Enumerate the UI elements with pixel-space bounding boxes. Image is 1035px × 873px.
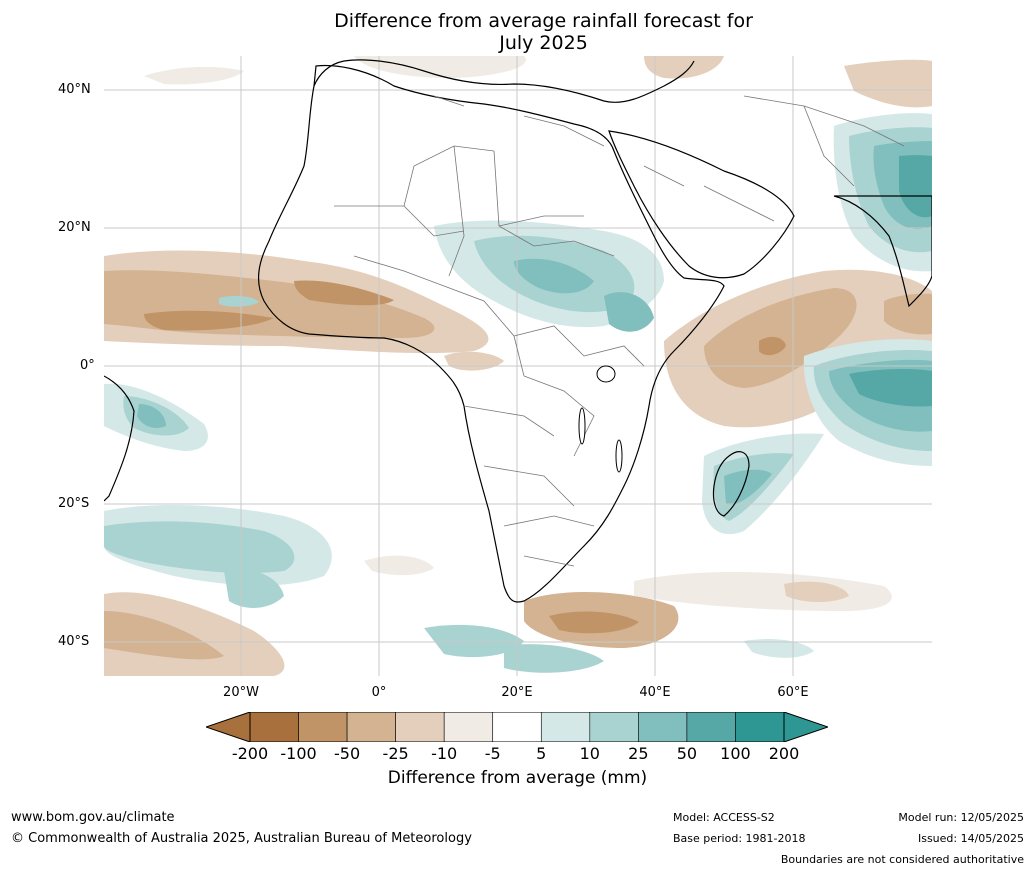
lakes	[578, 365, 623, 473]
disclaimer-text: Boundaries are not considered authoritat…	[780, 853, 1024, 866]
colorbar-extend-low	[206, 712, 251, 742]
map-svg	[104, 56, 932, 676]
dry-central-asia	[844, 59, 932, 108]
wet-madagascar-core	[724, 469, 772, 505]
colorbar-tick-label: 200	[768, 744, 800, 763]
wet-south-atlantic-east	[224, 569, 284, 608]
wet-arabian-sea-deep	[899, 155, 932, 218]
wet-ethiopia-core	[604, 292, 654, 332]
copyright-text: © Commonwealth of Australia 2025, Austra…	[11, 831, 472, 846]
country-borders	[334, 95, 905, 567]
colorbar-segment	[686, 712, 736, 742]
africa-coastline	[258, 64, 725, 603]
wet-cape-verde	[219, 295, 259, 307]
dry-central-africa	[444, 351, 504, 371]
colorbar-tick-label: -100	[280, 744, 317, 763]
lon-label-20w: 20°W	[223, 685, 259, 700]
wet-gulf-guinea-west-core	[137, 404, 166, 428]
lon-label-40e: 40°E	[639, 685, 671, 700]
dry-anomaly-regions	[104, 56, 932, 676]
colorbar-tick-label: 10	[579, 744, 600, 763]
lake-victoria	[596, 365, 616, 383]
colorbar-tick-label: -200	[231, 744, 269, 763]
model-run-text: Model run: 12/05/2025	[898, 811, 1024, 824]
colorbar-tick-label: -5	[484, 744, 501, 763]
dry-south-indian-patch	[784, 581, 849, 602]
wet-southern-africa-sea	[424, 624, 524, 658]
colorbar-tick-label: -10	[431, 744, 458, 763]
lon-label-0: 0°	[371, 685, 387, 700]
lon-label-60e: 60°E	[777, 685, 809, 700]
lat-label-20s: 20°S	[58, 496, 90, 511]
wet-equatorial-indian-deep	[849, 369, 932, 407]
dry-indian-ocean-north-mid	[704, 288, 857, 388]
coastlines	[104, 59, 932, 603]
graticule	[104, 56, 932, 676]
colorbar-segment	[492, 712, 542, 742]
dry-core-guinea	[294, 280, 394, 306]
europe-coastline	[313, 59, 695, 103]
lake-tanganyika	[578, 407, 586, 445]
colorbar-segment	[249, 712, 299, 742]
colorbar-segment	[735, 712, 785, 742]
model-text: Model: ACCESS-S2	[673, 811, 775, 824]
colorbar-segment	[589, 712, 639, 742]
colorbar-tick-label: 100	[720, 744, 751, 763]
colorbar-tick-label: -25	[382, 744, 409, 763]
map-title: Difference from average rainfall forecas…	[0, 10, 1035, 54]
lat-label-equator: 0°	[80, 358, 95, 373]
south-america-coastline	[104, 375, 135, 502]
lat-label-40n: 40°N	[58, 82, 91, 97]
dry-mediterranean	[354, 56, 526, 78]
colorbar-segment	[638, 712, 688, 742]
colorbar	[206, 712, 828, 742]
dry-south-africa-sea-core	[549, 611, 639, 634]
colorbar-segments	[249, 712, 785, 742]
dry-arabian-sea-east	[884, 293, 932, 335]
colorbar-label: Difference from average (mm)	[387, 768, 648, 788]
title-line-2: July 2025	[499, 32, 588, 54]
dry-south-indian	[634, 571, 892, 611]
colorbar-tick-label: 25	[628, 744, 649, 763]
colorbar-segment	[298, 712, 348, 742]
website-link[interactable]: www.bom.gov.au/climate	[11, 810, 175, 825]
dry-south-atlantic	[104, 592, 285, 676]
dry-south-atlantic-scatter	[364, 555, 434, 576]
issued-text: Issued: 14/05/2025	[917, 832, 1024, 845]
colorbar-segment	[395, 712, 445, 742]
dry-indian-ocean-core	[759, 336, 786, 356]
colorbar-segment	[443, 712, 494, 742]
colorbar-tick-label: 5	[536, 744, 547, 763]
arabia-coastline	[608, 130, 795, 279]
wet-sahel-east-core	[514, 258, 594, 294]
dry-europe-east	[644, 56, 724, 79]
base-period-text: Base period: 1981-2018	[673, 832, 806, 845]
lake-malawi	[615, 439, 623, 473]
rainfall-anomaly-map	[104, 56, 932, 676]
lat-label-40s: 40°S	[58, 634, 90, 649]
title-line-1: Difference from average rainfall forecas…	[334, 10, 753, 32]
wet-anomaly-regions	[104, 113, 932, 673]
india-coastline	[833, 195, 932, 308]
wet-south-atlantic-mid	[104, 521, 295, 574]
colorbar-tick-label: -50	[334, 744, 361, 763]
colorbar-segment	[540, 712, 591, 742]
dry-south-atlantic-mid	[104, 611, 224, 660]
lat-label-20n: 20°N	[58, 220, 91, 235]
dry-atlantic-north	[144, 66, 244, 85]
colorbar-segment	[346, 712, 396, 742]
wet-indian-south	[744, 639, 814, 658]
wet-southern-africa-sea-2	[504, 644, 604, 673]
madagascar-coastline	[712, 451, 750, 517]
lon-label-20e: 20°E	[501, 685, 533, 700]
colorbar-tick-label: 50	[676, 744, 698, 763]
colorbar-extend-high	[783, 712, 828, 742]
